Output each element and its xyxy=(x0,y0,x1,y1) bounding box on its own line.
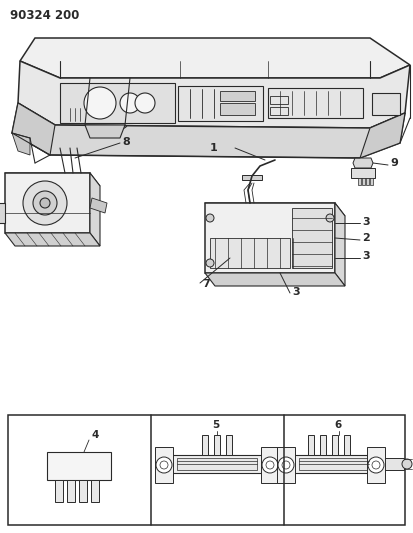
Text: 6: 6 xyxy=(334,420,341,430)
Bar xyxy=(177,458,257,470)
Circle shape xyxy=(206,214,214,222)
Polygon shape xyxy=(90,198,107,213)
Circle shape xyxy=(84,87,116,119)
Polygon shape xyxy=(335,203,345,286)
Polygon shape xyxy=(360,113,405,158)
Polygon shape xyxy=(12,133,30,155)
Bar xyxy=(308,435,314,455)
Text: 1: 1 xyxy=(210,143,218,153)
Circle shape xyxy=(368,457,384,473)
Bar xyxy=(172,455,262,473)
Polygon shape xyxy=(18,61,410,128)
Bar xyxy=(60,83,175,123)
Bar xyxy=(220,103,255,115)
Text: 2: 2 xyxy=(362,233,370,243)
Text: 7: 7 xyxy=(202,279,210,289)
Bar xyxy=(155,447,173,483)
Bar xyxy=(294,455,374,473)
Circle shape xyxy=(135,93,155,113)
Polygon shape xyxy=(90,173,100,246)
Bar xyxy=(268,88,363,118)
Polygon shape xyxy=(205,273,345,286)
Polygon shape xyxy=(0,203,5,223)
Circle shape xyxy=(278,457,294,473)
Bar xyxy=(362,178,365,185)
Text: 9: 9 xyxy=(390,158,398,168)
Bar xyxy=(214,435,220,455)
Polygon shape xyxy=(5,173,100,186)
Bar xyxy=(220,91,255,101)
Polygon shape xyxy=(5,233,100,246)
Circle shape xyxy=(33,191,57,215)
Bar xyxy=(270,107,288,115)
Text: 8: 8 xyxy=(122,137,130,147)
Bar xyxy=(261,447,279,483)
Circle shape xyxy=(262,457,278,473)
Bar xyxy=(67,480,75,502)
Text: 3: 3 xyxy=(362,251,370,261)
Text: 3: 3 xyxy=(362,217,370,227)
Polygon shape xyxy=(353,158,373,168)
Bar xyxy=(55,480,63,502)
Circle shape xyxy=(326,214,334,222)
Bar xyxy=(8,415,405,525)
Bar xyxy=(79,480,87,502)
Circle shape xyxy=(402,459,412,469)
Polygon shape xyxy=(20,38,410,78)
Circle shape xyxy=(23,181,67,225)
Bar xyxy=(277,447,295,483)
Bar xyxy=(367,447,385,483)
Bar xyxy=(370,178,373,185)
Bar xyxy=(202,435,208,455)
Bar xyxy=(292,208,332,268)
Text: 4: 4 xyxy=(91,430,98,440)
Polygon shape xyxy=(5,173,90,233)
Polygon shape xyxy=(205,203,345,216)
Bar xyxy=(351,168,375,178)
Bar xyxy=(91,480,99,502)
Text: 3: 3 xyxy=(292,287,299,297)
Polygon shape xyxy=(205,203,335,273)
Bar xyxy=(270,96,288,104)
Bar xyxy=(226,435,232,455)
Bar xyxy=(366,178,369,185)
Circle shape xyxy=(156,457,172,473)
Bar xyxy=(210,238,290,268)
Polygon shape xyxy=(12,103,405,158)
Bar xyxy=(299,458,369,470)
Circle shape xyxy=(120,93,140,113)
Bar xyxy=(374,458,404,470)
Text: 90324 200: 90324 200 xyxy=(10,9,79,22)
Bar xyxy=(372,93,400,115)
Bar xyxy=(47,452,111,480)
Polygon shape xyxy=(242,175,262,180)
Circle shape xyxy=(40,198,50,208)
Bar xyxy=(332,435,338,455)
Circle shape xyxy=(206,259,214,267)
Bar xyxy=(178,86,263,121)
Polygon shape xyxy=(85,125,125,138)
Polygon shape xyxy=(12,103,55,155)
Bar xyxy=(320,435,326,455)
Bar xyxy=(358,178,361,185)
Text: 5: 5 xyxy=(212,420,219,430)
Bar xyxy=(344,435,350,455)
